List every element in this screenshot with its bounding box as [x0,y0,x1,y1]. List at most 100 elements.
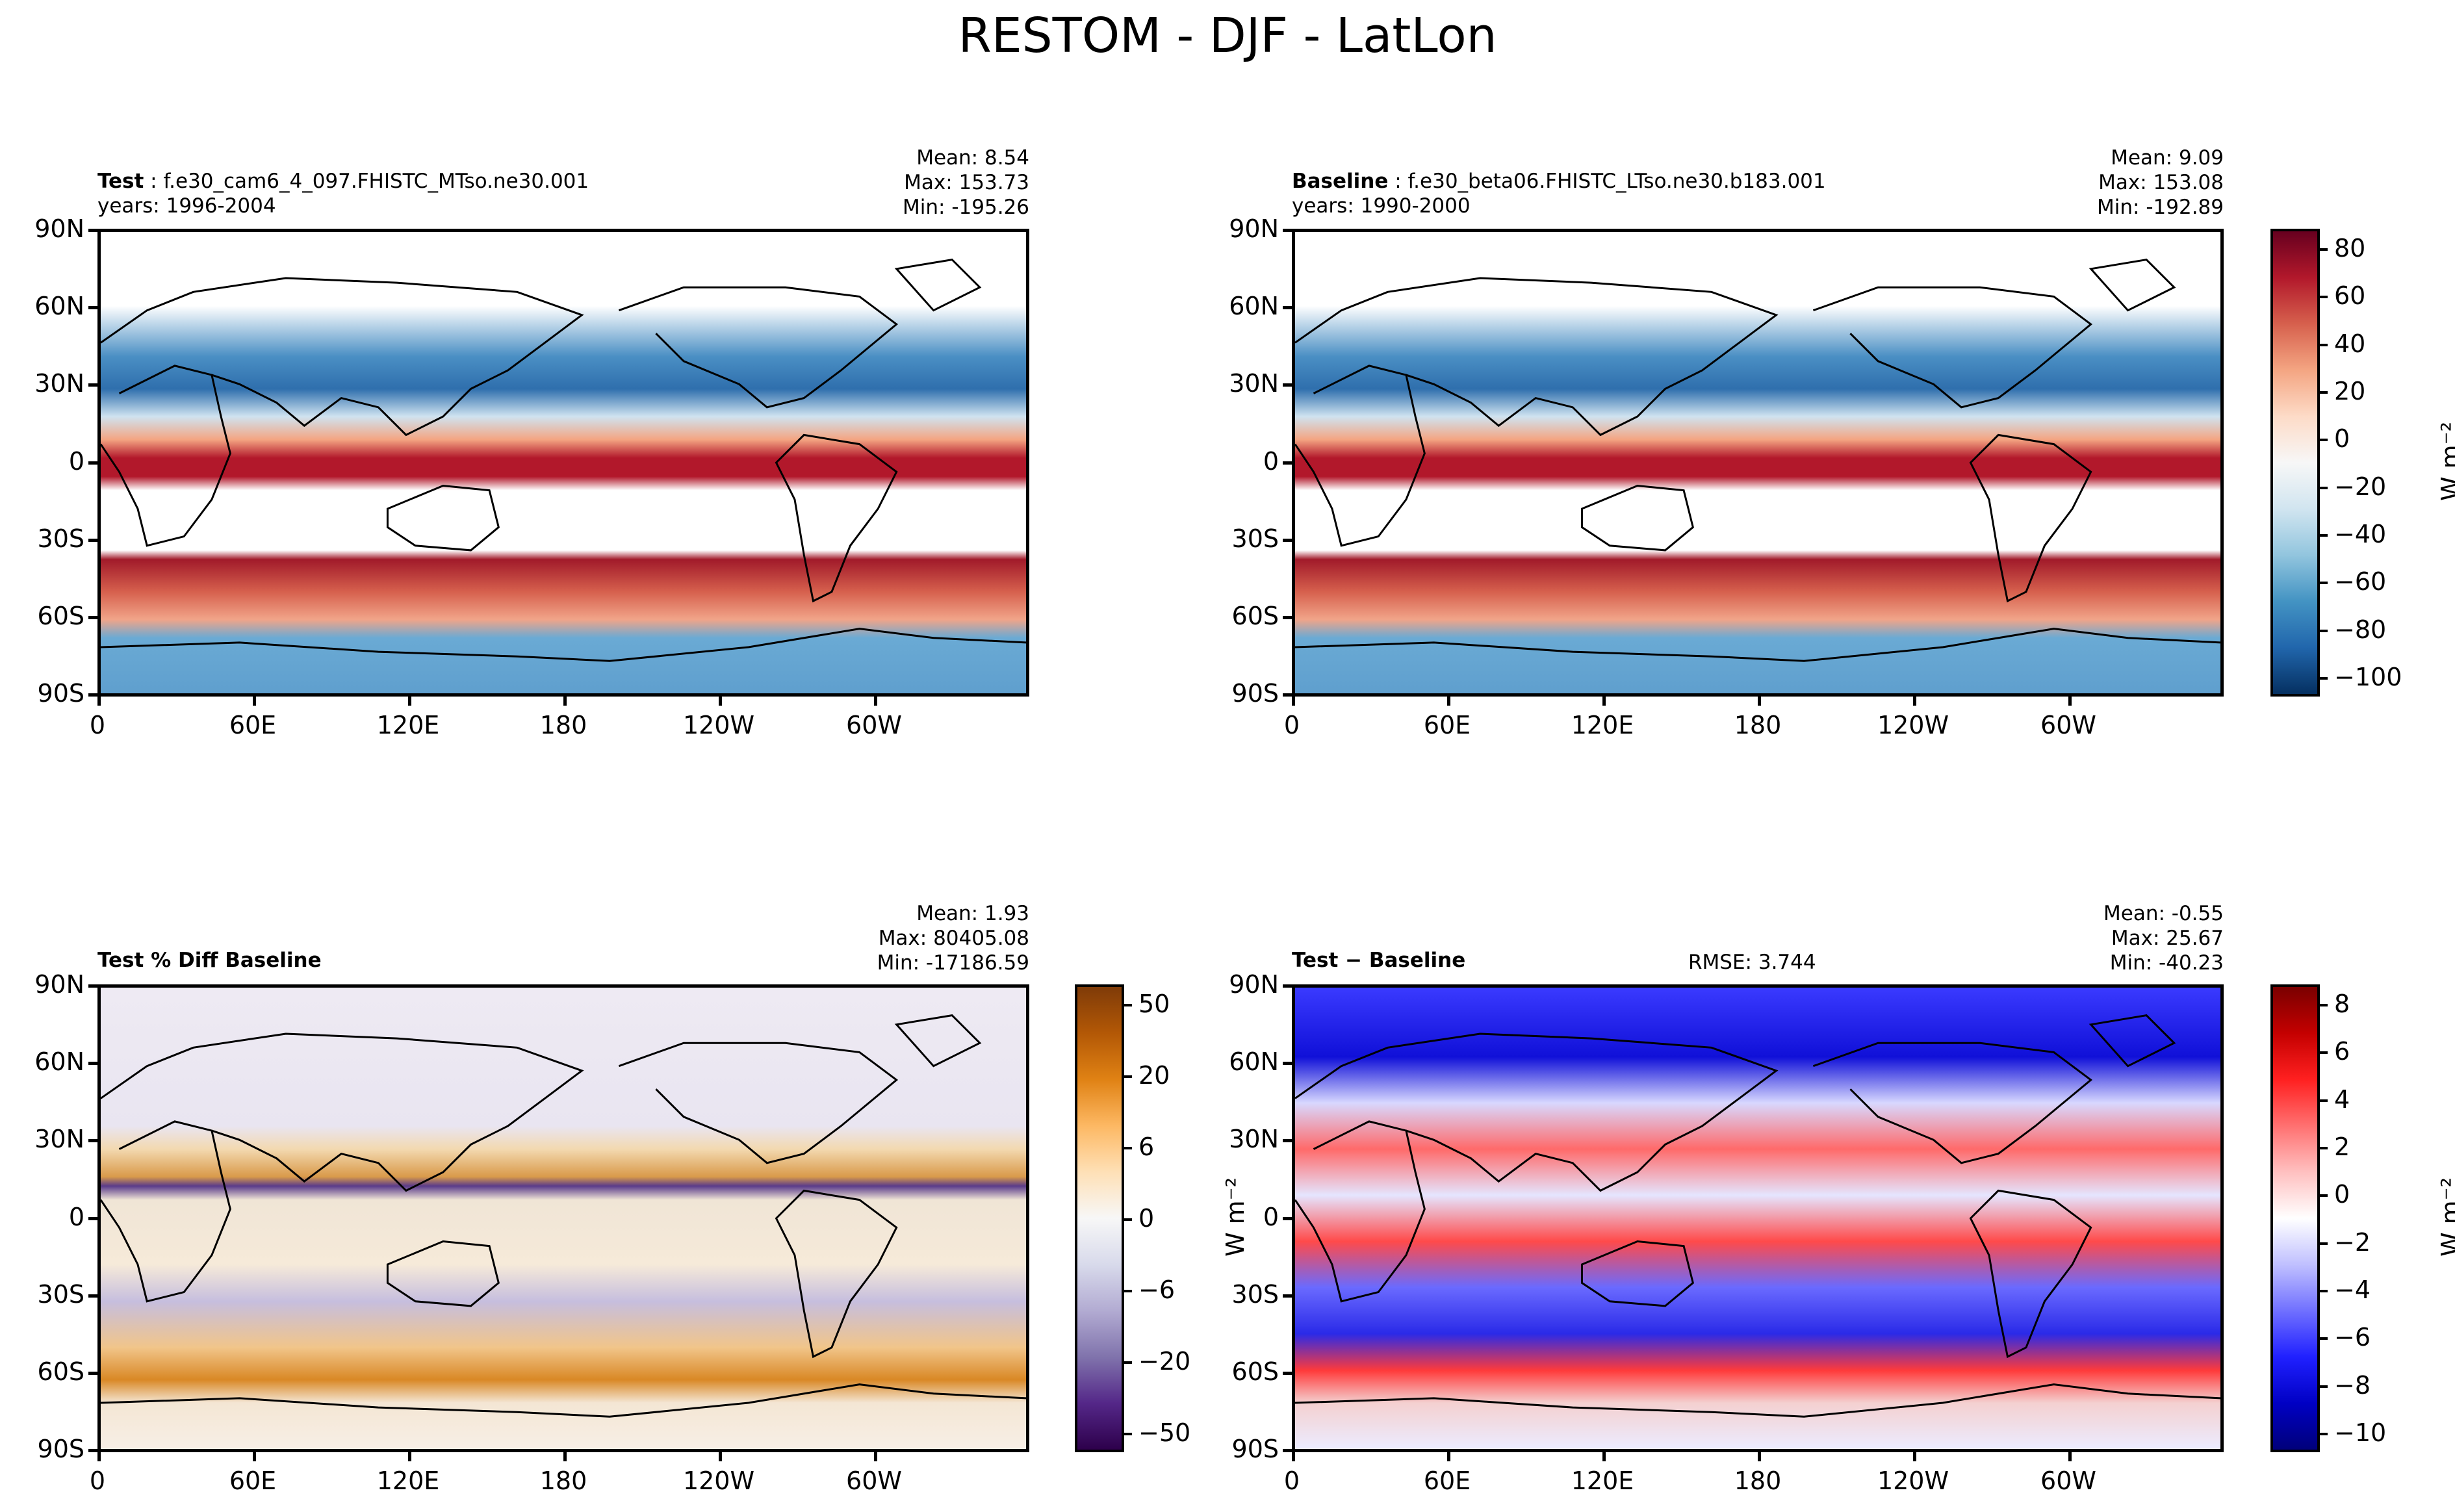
map-field-pctdiff [101,988,1026,1449]
lon-tick [1447,1452,1450,1461]
colorbar-tick-label: −10 [2334,1418,2387,1447]
coastline [101,1121,230,1301]
colorbar-diff [2270,984,2320,1452]
lon-tick-label: 0 [1283,1467,1300,1495]
coastline [1295,1385,2220,1417]
coastline [897,1016,980,1066]
lon-tick [1913,697,1916,706]
lat-tick-label: 90N [34,970,84,999]
lon-tick [719,697,722,706]
colorbar-tick [1124,1361,1132,1364]
colorbar-tick [1124,1433,1132,1435]
lat-tick-label: 30S [1231,1279,1279,1309]
panel-title-bold: Test % Diff Baseline [97,949,322,972]
colorbar-tick [2320,677,2328,680]
lat-tick [1283,984,1292,988]
colorbar-tick-label: 20 [2334,377,2366,405]
colorbar-tick-label: −80 [2334,615,2387,644]
panel-title-rest: : f.e30_beta06.FHISTC_LTso.ne30.b183.001 [1388,170,1826,193]
lon-tick-label: 120W [1877,1467,1949,1495]
colorbar-tick [2320,391,2328,394]
lon-tick-label: 120E [1571,711,1634,739]
panel-title-test: Test : f.e30_cam6_4_097.FHISTC_MTso.ne30… [97,169,589,218]
map-test [97,229,1029,697]
colorbar-tick-label: −6 [1138,1275,1176,1304]
lat-tick [1283,538,1292,542]
panel-title-baseline: Baseline : f.e30_beta06.FHISTC_LTso.ne30… [1292,169,1826,218]
rmse-label: RMSE: 3.744 [1688,951,1816,974]
colorbar-tick [2320,248,2328,251]
colorbar-tick [2320,1242,2328,1245]
colorbar-tick-label: −40 [2334,520,2387,548]
coastline [777,1190,897,1357]
lon-tick [1758,1452,1761,1461]
colorbar-tick [1124,1075,1132,1078]
colorbar-tick [2320,1051,2328,1055]
stat-min: Min: -17186.59 [877,951,1029,975]
colorbar-tick [2320,486,2328,489]
colorbar-tick-label: 20 [1138,1061,1170,1090]
map-diff [1292,984,2224,1452]
map-field-baseline [1295,232,2220,693]
lat-tick-label: 90S [1231,1435,1279,1463]
coastline [101,629,1026,661]
map-baseline [1292,229,2224,697]
coastline [619,287,896,407]
panel-title-bold: Test − Baseline [1292,949,1466,972]
coastline [101,1034,582,1190]
lon-tick-label: 0 [89,711,106,739]
colorbar-tick [2320,1147,2328,1149]
lat-tick-label: 30S [37,524,84,553]
lat-tick-label: 90N [34,214,84,243]
lon-tick [1602,1452,1606,1461]
lat-tick-label: 30N [34,369,84,398]
lon-tick-label: 60E [1423,1467,1471,1495]
colorbar-tick-label: 80 [2334,234,2366,263]
colorbar-tick [1124,1290,1132,1292]
colorbar-tick-label: −20 [1138,1347,1191,1376]
lat-tick [1283,693,1292,697]
lat-tick-label: 90S [37,679,84,708]
stat-min: Min: -40.23 [2109,951,2224,975]
colorbar-tick [2320,1433,2328,1435]
lat-tick-label: 30S [37,1279,84,1309]
lat-tick-label: 30N [34,1125,84,1154]
lon-tick [1758,697,1761,706]
colorbar-tick [2320,1337,2328,1340]
colorbar-tick [2320,343,2328,346]
lat-tick [1283,615,1292,619]
colorbar-tick [2320,439,2328,442]
map-field-test [101,232,1026,693]
lat-tick [1283,1139,1292,1143]
lon-tick [1602,697,1606,706]
lon-tick-label: 60W [2040,711,2096,739]
lat-tick [1283,1294,1292,1298]
colorbar-tick [2320,1385,2328,1388]
colorbar-tick-label: −50 [1138,1418,1191,1447]
colorbar-tick-label: −100 [2334,663,2402,691]
coastline [1971,1190,2091,1357]
lat-tick [88,615,97,619]
lon-tick [2068,1452,2072,1461]
field-fill [101,232,1026,693]
lon-tick [2068,697,2072,706]
coastline [101,1385,1026,1417]
coastline [1295,278,1776,435]
colorbar-tick [1124,1147,1132,1149]
lat-tick [88,306,97,310]
lon-tick-label: 180 [1734,1467,1782,1495]
colorbar-tick [2320,1004,2328,1006]
colorbar-tick [2320,534,2328,537]
panel-stats-pctdiff: Mean: 1.93 Max: 80405.08 Min: -17186.59 [639,901,1029,975]
colorbar-tick [1124,1218,1132,1221]
lat-tick [1283,1216,1292,1220]
lon-tick-label: 120E [1571,1467,1634,1495]
lat-tick [88,1139,97,1143]
lat-tick [88,538,97,542]
lon-tick-label: 0 [1283,711,1300,739]
lat-tick-label: 30S [1231,524,1279,553]
lon-tick [563,1452,567,1461]
colorbar-tick-label: 40 [2334,329,2366,358]
lon-tick-label: 180 [539,711,587,739]
lat-tick [88,1371,97,1375]
